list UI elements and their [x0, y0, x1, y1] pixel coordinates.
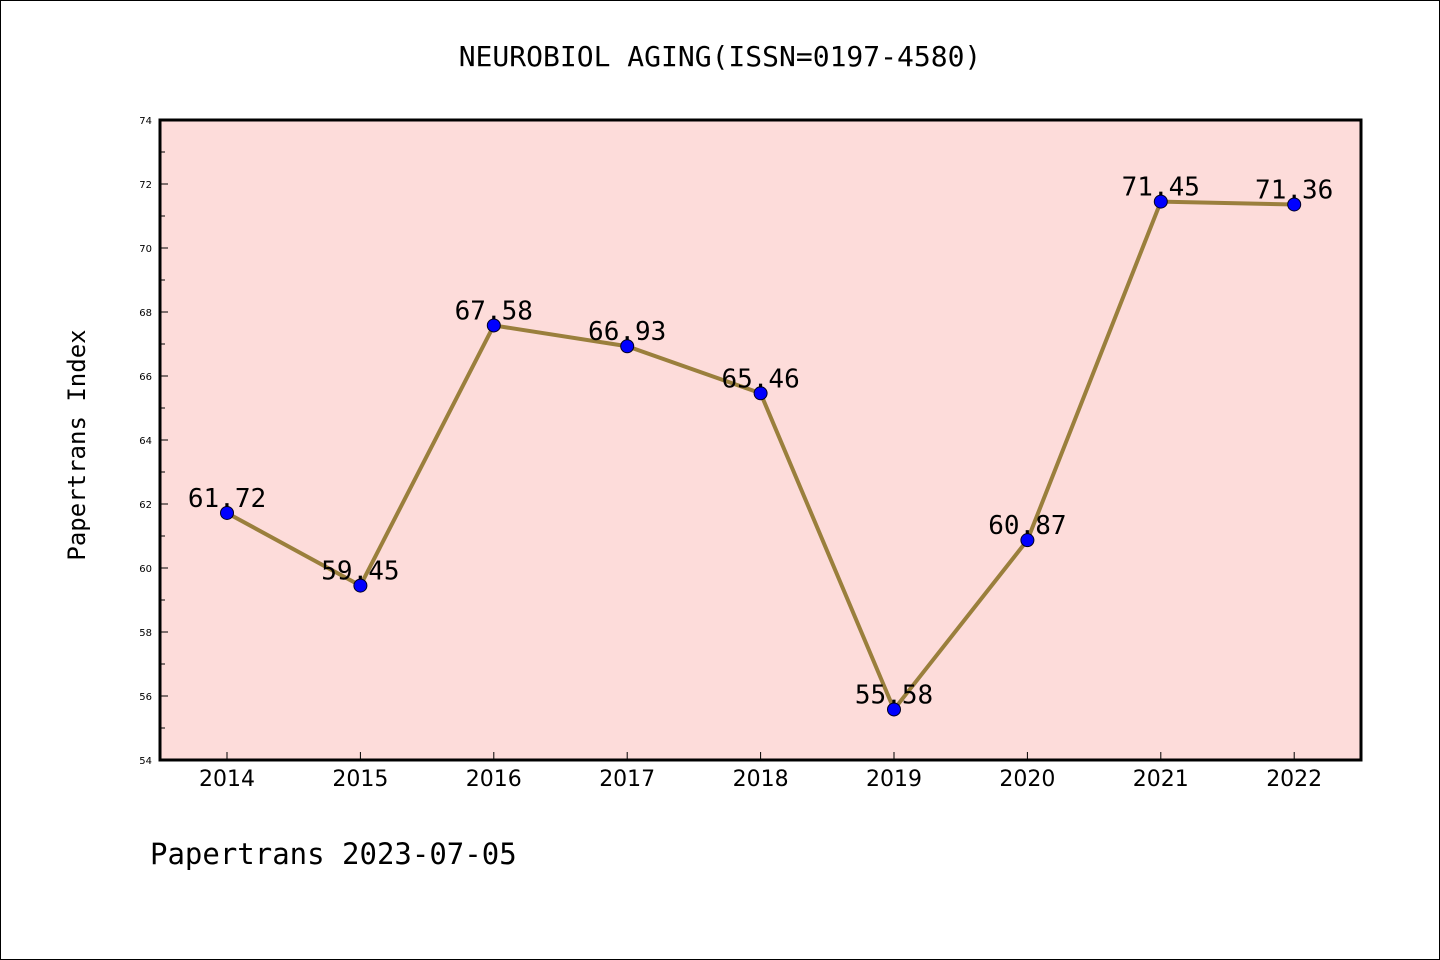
y-tick-label: 66 — [139, 372, 152, 383]
data-point — [220, 505, 234, 520]
y-tick-label: 68 — [139, 308, 152, 319]
data-label: 67.58 — [455, 296, 533, 326]
data-point — [1020, 533, 1035, 548]
x-tick-label: 2016 — [466, 767, 522, 792]
y-tick-label: 54 — [139, 756, 152, 767]
data-point — [753, 386, 768, 401]
plot-area — [160, 120, 1361, 760]
x-tick-label: 2017 — [599, 767, 655, 792]
data-label: 71.45 — [1122, 173, 1200, 203]
y-tick-label: 62 — [139, 500, 152, 511]
data-label: 71.36 — [1255, 175, 1333, 205]
y-tick-label: 58 — [139, 628, 152, 639]
y-tick-label: 56 — [139, 692, 152, 703]
data-points — [220, 194, 1302, 717]
data-point — [353, 578, 368, 593]
plot-border — [158, 118, 1363, 762]
x-tick-label: 2014 — [199, 767, 255, 792]
y-tick-label: 72 — [139, 180, 152, 191]
data-label: 61.72 — [188, 484, 266, 514]
data-point — [620, 339, 635, 354]
footer-stamp: Papertrans 2023-07-05 — [150, 837, 517, 871]
data-point — [1287, 197, 1302, 212]
data-label: 60.87 — [988, 511, 1066, 541]
data-label: 66.93 — [588, 317, 666, 347]
data-point — [887, 702, 901, 717]
x-tick-label: 2021 — [1133, 767, 1189, 792]
y-tick-label: 60 — [139, 564, 152, 575]
y-tick-label: 70 — [139, 244, 152, 255]
x-tick-label: 2019 — [866, 767, 922, 792]
chart-title: NEUROBIOL AGING(ISSN=0197-4580) — [459, 40, 982, 73]
y-tick-label: 64 — [139, 436, 152, 447]
data-point — [1153, 194, 1168, 209]
axes: 54 56 58 60 62 64 66 68 70 72 74 2014 2015 2016 2017 20… — [139, 116, 1322, 792]
data-labels: 61.72 59.45 67.58 66.93 65.46 55.58 60.87 71.45… — [188, 173, 1333, 711]
data-point — [486, 318, 501, 333]
x-tick-label: 2020 — [999, 767, 1055, 792]
data-label: 55.58 — [855, 680, 933, 710]
x-tick-label: 2015 — [332, 767, 388, 792]
x-tick-label: 2022 — [1266, 767, 1322, 792]
data-label: 59.45 — [321, 557, 399, 587]
x-tick-label: 2018 — [733, 767, 789, 792]
y-axis-label: Papertrans Index — [63, 329, 91, 560]
y-tick-label: 74 — [139, 116, 152, 127]
data-label: 65.46 — [721, 364, 799, 394]
